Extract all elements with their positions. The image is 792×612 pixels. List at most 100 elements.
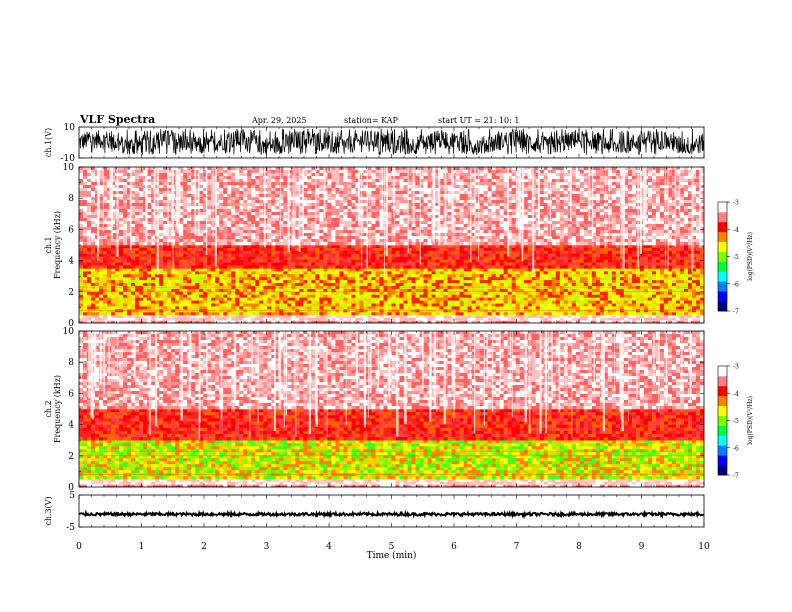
- spectrogram-cell-medium: [239, 245, 244, 249]
- spectrogram-cell-high: [151, 285, 156, 290]
- spectrogram-cell-high: [367, 297, 372, 301]
- spectrogram-cell-medium: [527, 256, 533, 260]
- spectrogram-cell-high: [515, 271, 521, 275]
- spectrogram-cell-high: [671, 300, 677, 304]
- spectrogram-cell-background: [99, 203, 104, 207]
- spectrogram-cell-high: [671, 280, 677, 284]
- spectrogram-cell-high: [183, 291, 188, 296]
- spectrogram-cell-low: [519, 320, 525, 324]
- spectrogram-cell-high: [499, 268, 504, 272]
- spectrogram-cell-medium: [263, 256, 268, 260]
- spectrogram-cell-high: [599, 274, 605, 278]
- spectrogram-cell-high: [571, 283, 577, 287]
- spectrogram-cell-medium: [559, 259, 565, 263]
- spectrogram-cell-medium: [371, 259, 376, 263]
- spectrogram-cell-medium: [159, 262, 164, 266]
- spectrogram-cell-high: [691, 277, 697, 281]
- spectrogram-cell-medium: [663, 256, 669, 260]
- spectrogram-cell-medium: [383, 262, 388, 266]
- spectrogram-cell-medium: [231, 250, 236, 255]
- spectrogram-cell-medium: [315, 265, 320, 269]
- spectrogram-cell-high: [599, 297, 605, 301]
- spectrogram-cell-high: [203, 271, 208, 275]
- spectrogram-cell-high: [423, 288, 428, 293]
- spectrogram-cell-high: [615, 285, 621, 290]
- spectrogram-cell-high: [191, 285, 196, 290]
- spectrogram-cell-background: [147, 218, 152, 222]
- spectrogram-cell-high: [211, 280, 216, 284]
- spectrogram-cell-high: [563, 309, 569, 313]
- spectrogram-cell-high: [675, 283, 681, 287]
- spectrogram-cell-background: [87, 179, 92, 183]
- spectrogram-cell-high: [527, 291, 533, 296]
- spectrogram-cell-medium: [651, 250, 657, 255]
- spectrogram-cell-medium: [239, 265, 244, 269]
- spectrogram-cell-high: [611, 303, 617, 307]
- spectrogram-cell-high: [159, 277, 164, 281]
- spectrogram-cell-medium: [111, 262, 116, 266]
- spectrogram-cell-medium: [403, 250, 408, 255]
- spectrogram-cell-high: [523, 274, 529, 278]
- spectrogram-cell-medium: [339, 247, 344, 252]
- spectrogram-cell-low: [355, 320, 360, 324]
- spectrogram-cell-medium: [263, 253, 268, 257]
- spectrogram-cell-low: [683, 320, 689, 324]
- spectrogram-cell-high: [643, 277, 649, 281]
- spectrogram-cell-high: [687, 285, 693, 290]
- spectrogram-cell-high: [359, 274, 364, 278]
- spectrogram-cell-background: [123, 215, 128, 219]
- spectrogram-cell-low: [151, 320, 156, 324]
- spectrogram-cell-high: [395, 268, 400, 272]
- spectrogram-cell-high: [327, 306, 332, 310]
- spectrogram-cell-high: [131, 312, 136, 316]
- spectrogram-cell-high: [131, 285, 136, 290]
- spectrogram-cell-high: [459, 312, 464, 316]
- spectrogram-cell-medium: [435, 250, 440, 255]
- spectrogram-cell-medium: [259, 256, 264, 260]
- spectrogram-cell-medium: [523, 245, 529, 249]
- spectrogram-cell-high: [679, 280, 685, 284]
- spectrogram-cell-high: [519, 268, 525, 272]
- spectrogram-cell-medium: [623, 250, 629, 255]
- spectrogram-cell-background: [147, 215, 152, 219]
- spectrogram-cell-background: [87, 185, 92, 189]
- spectrogram-cell-background: [111, 197, 116, 201]
- spectrogram-cell-high: [639, 274, 645, 278]
- spectrogram-cell-high: [519, 291, 525, 296]
- spectrogram-cell-high: [259, 283, 264, 287]
- spectrogram-cell-medium: [535, 253, 541, 257]
- spectrogram-cell-high: [403, 297, 408, 301]
- spectrogram-cell-high: [463, 309, 468, 313]
- spectrogram-cell-high: [347, 303, 352, 307]
- spectrogram-cell-high: [299, 312, 304, 316]
- spectrogram-cell-medium: [275, 247, 280, 252]
- spectrogram-cell-medium: [371, 262, 376, 266]
- spectrogram-cell-high: [431, 312, 436, 316]
- spectrogram-cell-high: [631, 291, 637, 296]
- spectrogram-cell-high: [143, 309, 148, 313]
- spectrogram-cell-high: [615, 303, 621, 307]
- spectrogram-cell-medium: [151, 256, 156, 260]
- spectrogram-cell-medium: [699, 245, 705, 249]
- spectrogram-cell-high: [443, 268, 448, 272]
- spectrogram-cell-high: [667, 297, 673, 301]
- spectrogram-cell-high: [663, 288, 669, 293]
- spectrogram-cell-high: [231, 280, 236, 284]
- spectrogram-cell-high: [607, 309, 613, 313]
- spectrogram-cell-background: [175, 242, 180, 246]
- spectrogram-cell-high: [295, 283, 300, 287]
- spectrogram-cell-high: [439, 288, 444, 293]
- spectrogram-cell-medium: [347, 253, 352, 257]
- spectrogram-cell-medium: [431, 247, 436, 252]
- spectrogram-cell-high: [675, 300, 681, 304]
- spectrogram-cell-background: [131, 200, 136, 204]
- spectrogram-cell-high: [339, 294, 344, 298]
- spectrogram-cell-high: [691, 312, 697, 316]
- spectrogram-cell-high: [459, 271, 464, 275]
- spectrogram-cell-medium: [327, 253, 332, 257]
- spectrogram-cell-medium: [511, 262, 516, 266]
- spectrogram-cell-high: [395, 271, 400, 275]
- spectrogram-cell-medium: [219, 259, 224, 263]
- spectrogram-cell-high: [443, 309, 448, 313]
- spectrogram-cell-high: [283, 306, 288, 310]
